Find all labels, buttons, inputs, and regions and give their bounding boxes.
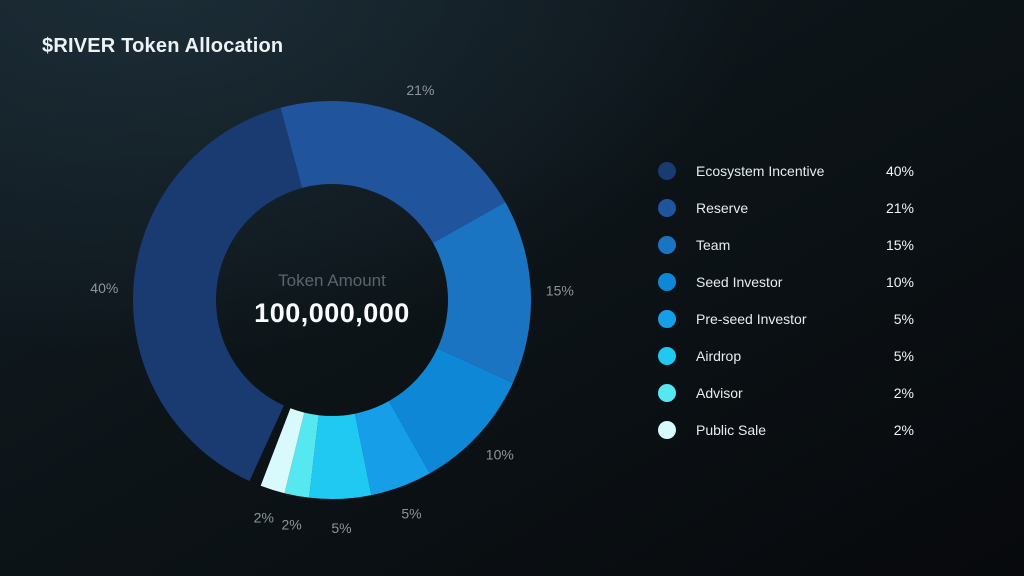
legend-label: Team [696,236,731,253]
pie-slice-reserve[interactable] [280,101,506,244]
legend-label: Advisor [696,384,743,401]
legend-value: 15% [885,236,914,253]
legend-color-dot-seed-investor [658,272,676,291]
legend-color-dot-reserve [658,198,676,217]
legend-item-advisor[interactable]: Advisor 2% [658,374,914,411]
legend-item-seed-investor[interactable]: Seed Investor 10% [658,263,914,300]
donut-chart-area: 21% 15% 10% 5% 5% 2% 2% 40% Token Amount 100,00… [82,50,582,550]
legend-value: 2% [893,384,914,401]
legend-color-dot-public-sale [658,420,676,439]
legend-item-team[interactable]: Team 15% [658,226,914,263]
slice-percent-label-airdrop: 5% [331,520,351,536]
legend-label: Seed Investor [696,273,783,290]
slice-percent-label-advisor: 2% [281,516,301,532]
legend-item-reserve[interactable]: Reserve 21% [658,189,914,226]
legend-label: Pre-seed Investor [696,310,807,327]
legend: Ecosystem Incentive 40% Reserve 21% Team… [658,152,914,448]
legend-item-public-sale[interactable]: Public Sale 2% [658,411,914,448]
legend-label: Reserve [696,199,749,216]
pie-slice-pre-seed-investor[interactable] [354,401,430,496]
legend-item-airdrop[interactable]: Airdrop 5% [658,337,914,374]
pie-slice-public-sale[interactable] [260,408,305,494]
pie-slice-team[interactable] [433,202,532,383]
legend-color-dot-ecosystem-incentive [658,161,676,180]
slice-percent-label-team: 15% [546,283,574,299]
page-title: $RIVER Token Allocation [42,35,284,57]
pie-slice-ecosystem-incentive[interactable] [133,107,302,482]
legend-label: Airdrop [696,347,742,364]
slice-percent-label-pre-seed-investor: 5% [401,506,421,522]
pie-slice-seed-investor[interactable] [388,348,513,474]
donut-chart: 21% 15% 10% 5% 5% 2% 2% 40% [90,82,574,536]
legend-value: 5% [893,310,914,327]
slice-percent-label-public-sale: 2% [254,510,274,526]
pie-slice-airdrop[interactable] [309,413,372,499]
legend-item-pre-seed-investor[interactable]: Pre-seed Investor 5% [658,300,914,337]
legend-label: Public Sale [696,421,767,438]
legend-color-dot-advisor [658,383,676,402]
legend-value: 2% [893,421,914,438]
legend-color-dot-pre-seed-investor [658,309,676,328]
pie-slice-advisor[interactable] [284,412,319,498]
legend-item-ecosystem-incentive[interactable]: Ecosystem Incentive 40% [658,152,914,189]
legend-color-dot-airdrop [658,346,676,365]
legend-label: Ecosystem Incentive [696,162,825,179]
legend-value: 21% [885,199,914,216]
legend-value: 10% [885,273,914,290]
slice-percent-label-reserve: 21% [406,82,434,98]
slice-percent-label-seed-investor: 10% [486,446,514,462]
legend-color-dot-team [658,235,676,254]
legend-value: 5% [893,347,914,364]
legend-value: 40% [885,162,914,179]
slice-percent-label-ecosystem-incentive: 40% [90,280,118,296]
